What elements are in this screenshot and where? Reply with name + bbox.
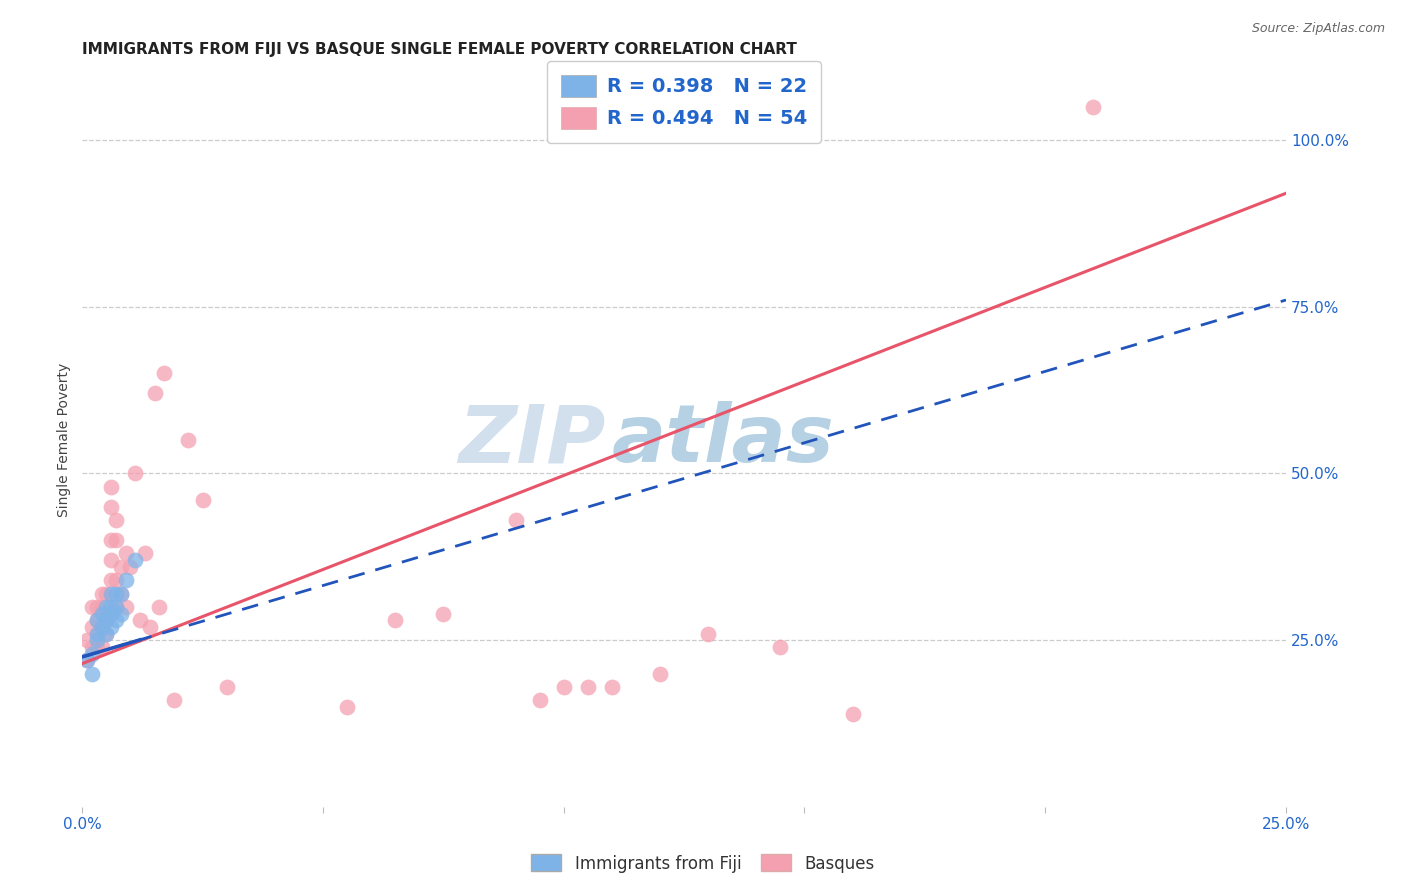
Point — [841, 706, 863, 721]
Point — [86, 613, 108, 627]
Point — [80, 640, 103, 654]
Point — [191, 493, 214, 508]
Point — [86, 599, 108, 614]
Point — [90, 640, 112, 654]
Point — [215, 680, 238, 694]
Point — [432, 607, 454, 621]
Point — [86, 640, 108, 654]
Text: ZIP: ZIP — [458, 401, 606, 479]
Point — [129, 613, 152, 627]
Point — [177, 433, 200, 447]
Point — [104, 586, 127, 600]
Point — [90, 620, 112, 634]
Point — [697, 626, 720, 640]
Point — [80, 666, 103, 681]
Y-axis label: Single Female Poverty: Single Female Poverty — [58, 363, 72, 517]
Point — [120, 559, 142, 574]
Point — [384, 613, 406, 627]
Point — [100, 480, 122, 494]
Point — [104, 613, 127, 627]
Point — [553, 680, 575, 694]
Point — [114, 547, 136, 561]
Point — [110, 559, 132, 574]
Point — [110, 586, 132, 600]
Point — [124, 553, 146, 567]
Point — [153, 367, 176, 381]
Point — [163, 693, 186, 707]
Point — [100, 533, 122, 548]
Point — [90, 620, 112, 634]
Text: atlas: atlas — [612, 401, 835, 479]
Point — [86, 613, 108, 627]
Point — [96, 586, 118, 600]
Point — [336, 700, 359, 714]
Point — [124, 467, 146, 481]
Point — [148, 599, 170, 614]
Point — [114, 573, 136, 587]
Point — [505, 513, 527, 527]
Point — [86, 626, 108, 640]
Point — [100, 500, 122, 514]
Point — [100, 620, 122, 634]
Point — [114, 599, 136, 614]
Point — [76, 633, 98, 648]
Point — [104, 513, 127, 527]
Text: IMMIGRANTS FROM FIJI VS BASQUE SINGLE FEMALE POVERTY CORRELATION CHART: IMMIGRANTS FROM FIJI VS BASQUE SINGLE FE… — [83, 42, 797, 57]
Point — [96, 599, 118, 614]
Point — [110, 586, 132, 600]
Point — [600, 680, 623, 694]
Point — [104, 599, 127, 614]
Point — [529, 693, 551, 707]
Point — [76, 653, 98, 667]
Point — [100, 573, 122, 587]
Point — [134, 547, 156, 561]
Point — [138, 620, 160, 634]
Point — [86, 633, 108, 648]
Point — [76, 653, 98, 667]
Point — [90, 586, 112, 600]
Point — [100, 599, 122, 614]
Point — [100, 586, 122, 600]
Point — [143, 386, 166, 401]
Legend: Immigrants from Fiji, Basques: Immigrants from Fiji, Basques — [524, 847, 882, 880]
Point — [104, 573, 127, 587]
Point — [80, 620, 103, 634]
Text: Source: ZipAtlas.com: Source: ZipAtlas.com — [1251, 22, 1385, 36]
Point — [100, 607, 122, 621]
Point — [86, 626, 108, 640]
Point — [100, 553, 122, 567]
Point — [90, 599, 112, 614]
Point — [96, 613, 118, 627]
Point — [104, 533, 127, 548]
Point — [96, 626, 118, 640]
Point — [648, 666, 671, 681]
Point — [80, 647, 103, 661]
Point — [576, 680, 599, 694]
Legend: R = 0.398   N = 22, R = 0.494   N = 54: R = 0.398 N = 22, R = 0.494 N = 54 — [547, 61, 821, 143]
Point — [1083, 99, 1105, 113]
Point — [90, 607, 112, 621]
Point — [80, 599, 103, 614]
Point — [96, 613, 118, 627]
Point — [769, 640, 792, 654]
Point — [104, 599, 127, 614]
Point — [96, 626, 118, 640]
Point — [110, 607, 132, 621]
